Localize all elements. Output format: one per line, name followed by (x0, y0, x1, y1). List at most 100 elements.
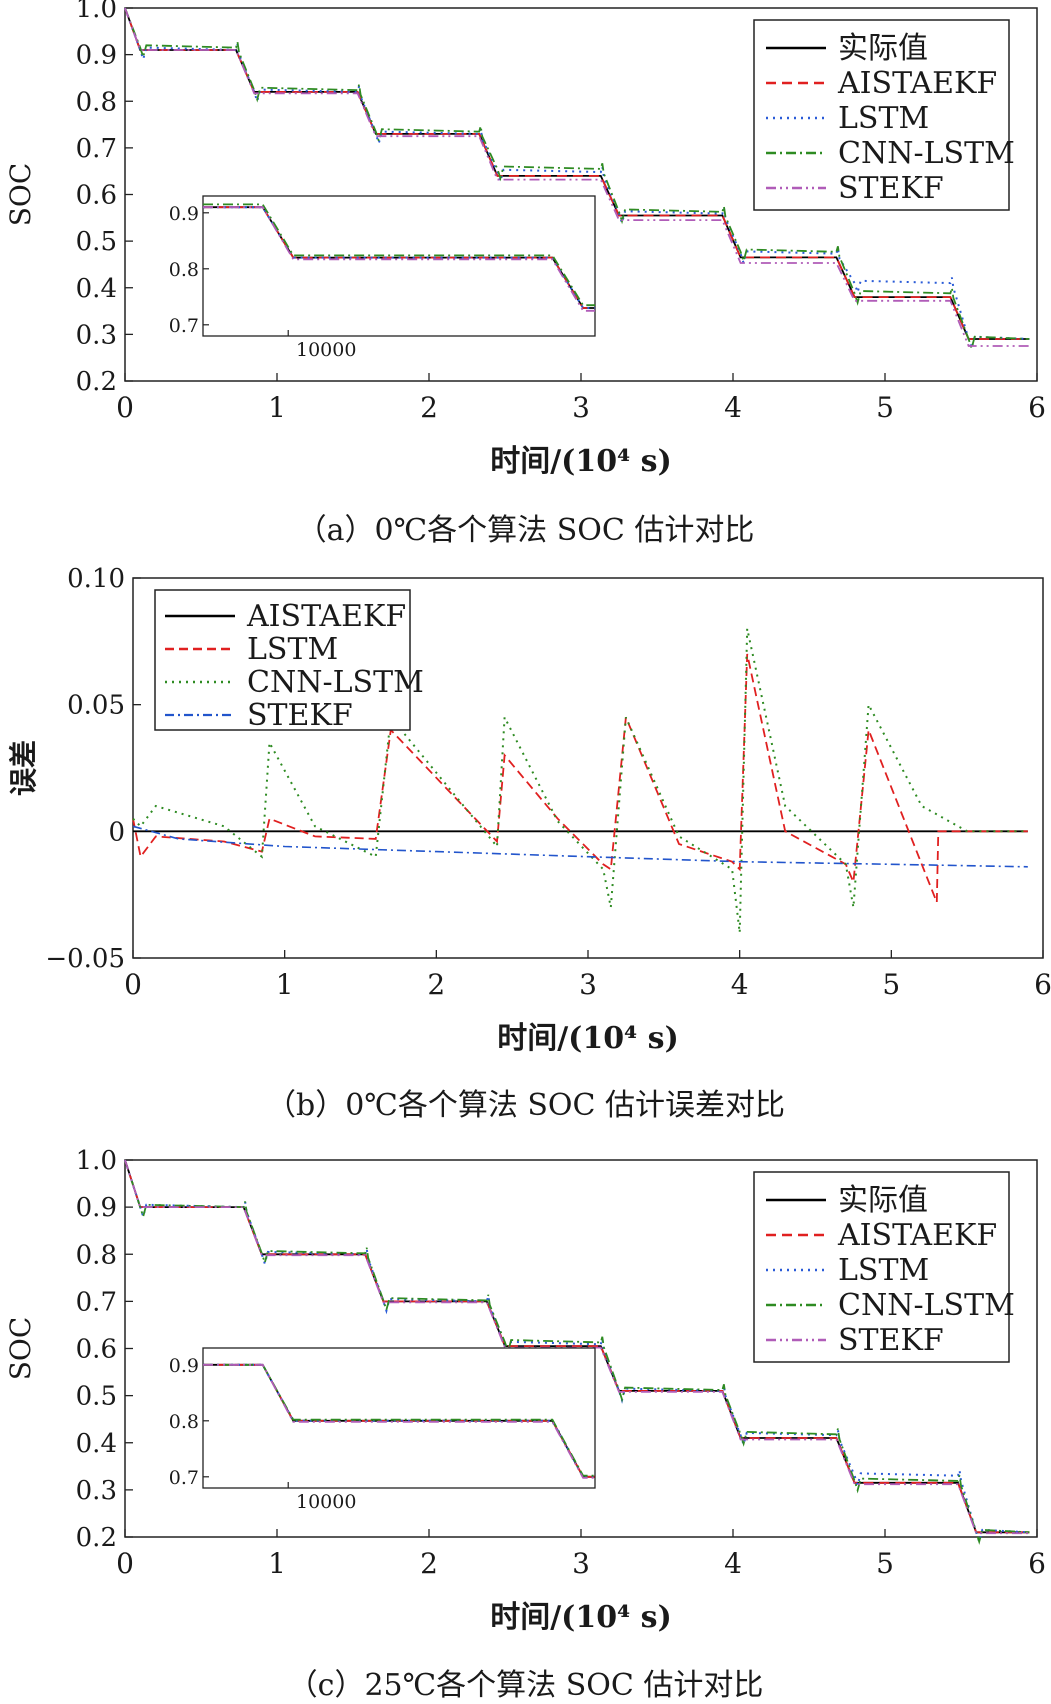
chart-a: 0 1 2 3 4 5 6 0.2 0.3 0.4 0.5 0.6 0.7 0.8 0.9 1.0 时间/(10… (4, 0, 1046, 479)
x-tick-label: 6 (1028, 1547, 1046, 1580)
legend-label: STEKF (838, 171, 944, 206)
legend-label: STEKF (838, 1323, 944, 1358)
y-tick-label: 0 (108, 817, 125, 847)
y-tick-label: 0.10 (67, 564, 125, 594)
series-line-cnn-lstm (124, 1159, 1030, 1545)
inset-series-line-stekf (203, 206, 595, 312)
x-tick-label: 1 (268, 391, 286, 424)
legend-label: CNN-LSTM (838, 136, 1015, 171)
y-tick-label: 0.7 (76, 134, 117, 164)
y-tick-label: 0.4 (76, 274, 117, 304)
x-axis-label: 时间/(10⁴ s) (497, 1021, 679, 1056)
legend-box (753, 1171, 1010, 1363)
y-tick-label: 0.8 (76, 1240, 117, 1270)
x-axis-label: 时间/(10⁴ s) (490, 444, 672, 479)
series-line-stekf (124, 1159, 1030, 1535)
series-line-aistaekf (124, 1159, 1030, 1534)
legend-label: 实际值 (838, 31, 928, 66)
y-tick-label: 0.5 (76, 227, 117, 257)
y-tick-label: 0.5 (76, 1382, 117, 1412)
inset: 0.7 0.8 0.9 10000 (169, 1347, 596, 1513)
y-tick-label: 0.6 (76, 1335, 117, 1365)
inset-series-line-cnn-lstm (203, 1363, 595, 1477)
legend-label: LSTM (247, 632, 338, 667)
legend-label: AISTAEKF (837, 66, 997, 101)
x-tick-label: 6 (1028, 391, 1046, 424)
x-tick-label: 0 (124, 968, 142, 1001)
inset-series-line-lstm (203, 206, 595, 309)
x-tick-label: 5 (882, 968, 900, 1001)
inset-y-tick-label: 0.9 (169, 1355, 199, 1377)
legend-label: AISTAEKF (246, 599, 406, 634)
legend-label: CNN-LSTM (838, 1288, 1015, 1323)
legend-box (154, 589, 411, 731)
y-axis-label: SOC (4, 163, 37, 227)
x-tick-label: 0 (116, 1547, 134, 1580)
x-tick-label: 1 (268, 1547, 286, 1580)
inset-y-tick-label: 0.7 (169, 1467, 199, 1489)
x-tick-label: 2 (420, 391, 438, 424)
x-tick-label: 6 (1034, 968, 1051, 1001)
y-tick-label: 0.2 (76, 367, 117, 397)
inset-series-line-cnn-lstm (203, 203, 595, 307)
chart-c: 0 1 2 3 4 5 6 0.2 0.3 0.4 0.5 0.6 0.7 0.8 0.9 1.0 时间/(10… (4, 1146, 1046, 1635)
x-tick-label: 3 (572, 391, 590, 424)
inset-frame (202, 1347, 596, 1489)
x-tick-label: 3 (579, 968, 597, 1001)
inset-y-tick-label: 0.9 (169, 203, 199, 225)
y-tick-label: 0.7 (76, 1287, 117, 1317)
series-line-stekf (124, 7, 1030, 347)
y-tick-label: 0.9 (76, 41, 117, 71)
x-tick-label: 4 (724, 391, 742, 424)
x-tick-label: 5 (876, 1547, 894, 1580)
series-line-stekf (132, 825, 1028, 868)
y-axis-label: SOC (4, 1317, 37, 1381)
x-tick-label: 2 (420, 1547, 438, 1580)
x-tick-label: 3 (572, 1547, 590, 1580)
y-tick-label: 0.05 (67, 691, 125, 721)
inset-x-tick-label: 10000 (296, 339, 356, 361)
legend-label: AISTAEKF (837, 1218, 997, 1253)
y-tick-label: 0.8 (76, 87, 117, 117)
series-line-lstm (124, 7, 1030, 352)
caption-a: （a）0℃各个算法 SOC 估计对比 (296, 513, 755, 548)
y-tick-label: −0.05 (45, 944, 125, 974)
inset-series-line-stekf (203, 1363, 595, 1479)
caption-c: （c）25℃各个算法 SOC 估计对比 (287, 1668, 764, 1703)
legend-label: CNN-LSTM (247, 665, 424, 700)
y-tick-label: 1.0 (76, 0, 117, 24)
y-tick-label: 0.2 (76, 1523, 117, 1553)
x-tick-label: 4 (724, 1547, 742, 1580)
y-axis-label: 误差 (7, 740, 40, 796)
series-line-cnn-lstm (124, 7, 1030, 352)
inset-x-tick-label: 10000 (296, 1491, 356, 1513)
x-tick-label: 0 (116, 391, 134, 424)
legend-box (753, 19, 1010, 211)
series-line-cnn-lstm (132, 628, 1028, 933)
x-tick-label: 4 (731, 968, 749, 1001)
x-tick-label: 2 (427, 968, 445, 1001)
x-axis-label: 时间/(10⁴ s) (490, 1600, 672, 1635)
legend-label: LSTM (838, 101, 929, 136)
inset-y-tick-label: 0.8 (169, 259, 199, 281)
legend-label: STEKF (247, 698, 353, 733)
y-tick-label: 0.4 (76, 1429, 117, 1459)
y-tick-label: 0.3 (76, 320, 117, 350)
x-tick-label: 5 (876, 391, 894, 424)
inset-y-tick-label: 0.8 (169, 1411, 199, 1433)
y-tick-label: 0.9 (76, 1193, 117, 1223)
inset-frame (202, 195, 596, 337)
caption-b: （b）0℃各个算法 SOC 估计误差对比 (265, 1088, 786, 1123)
legend-label: LSTM (838, 1253, 929, 1288)
legend-label: 实际值 (838, 1183, 928, 1218)
inset: 0.7 0.8 0.9 10000 (169, 195, 596, 361)
inset-y-tick-label: 0.7 (169, 315, 199, 337)
series-line-lstm (132, 653, 1028, 903)
y-tick-label: 0.3 (76, 1476, 117, 1506)
series-line-aistaekf (124, 7, 1030, 340)
x-tick-label: 1 (276, 968, 294, 1001)
y-tick-label: 1.0 (76, 1146, 117, 1176)
y-tick-label: 0.6 (76, 181, 117, 211)
